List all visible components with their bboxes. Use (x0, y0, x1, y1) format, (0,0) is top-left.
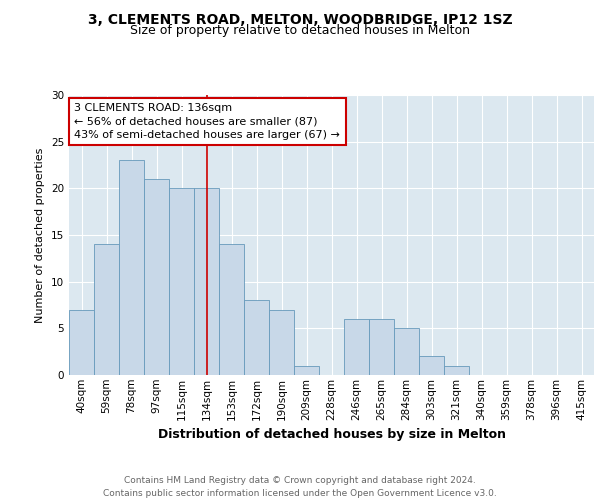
Text: Size of property relative to detached houses in Melton: Size of property relative to detached ho… (130, 24, 470, 37)
Bar (269, 310, 294, 375)
Bar (169, 188, 194, 375)
Bar (444, 366, 469, 375)
Bar (394, 328, 419, 375)
Bar (144, 179, 169, 375)
Bar (219, 244, 244, 375)
Bar (119, 160, 144, 375)
Bar (69, 310, 94, 375)
Bar (344, 319, 369, 375)
Y-axis label: Number of detached properties: Number of detached properties (35, 148, 46, 322)
Text: Contains HM Land Registry data © Crown copyright and database right 2024.
Contai: Contains HM Land Registry data © Crown c… (103, 476, 497, 498)
Text: 3, CLEMENTS ROAD, MELTON, WOODBRIDGE, IP12 1SZ: 3, CLEMENTS ROAD, MELTON, WOODBRIDGE, IP… (88, 12, 512, 26)
Bar (369, 319, 394, 375)
Bar (294, 366, 319, 375)
Text: 3 CLEMENTS ROAD: 136sqm
← 56% of detached houses are smaller (87)
43% of semi-de: 3 CLEMENTS ROAD: 136sqm ← 56% of detache… (74, 104, 340, 140)
Bar (244, 300, 269, 375)
Bar (419, 356, 444, 375)
Bar (94, 244, 119, 375)
X-axis label: Distribution of detached houses by size in Melton: Distribution of detached houses by size … (157, 428, 505, 441)
Bar (194, 188, 219, 375)
